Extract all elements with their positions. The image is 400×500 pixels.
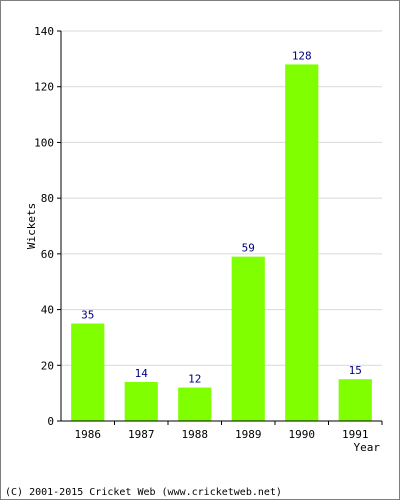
bar-1987 bbox=[124, 382, 158, 421]
axes bbox=[60, 31, 382, 422]
x-tick-label: 1988 bbox=[182, 428, 209, 441]
copyright-footer: (C) 2001-2015 Cricket Web (www.cricketwe… bbox=[5, 487, 282, 498]
y-tick-label: 80 bbox=[41, 192, 54, 205]
data-label: 35 bbox=[81, 309, 94, 322]
y-tick-label: 140 bbox=[34, 25, 54, 38]
x-tick-label: 1991 bbox=[342, 428, 369, 441]
y-tick-label: 20 bbox=[41, 359, 54, 372]
x-axis-title: Year bbox=[354, 441, 381, 454]
y-tick-labels: 0 20 40 60 80 100 120 140 bbox=[34, 25, 61, 428]
bars bbox=[71, 64, 372, 421]
data-label: 15 bbox=[349, 364, 362, 377]
x-tick-label: 1987 bbox=[128, 428, 155, 441]
data-label: 12 bbox=[188, 373, 201, 386]
y-tick-label: 40 bbox=[41, 304, 54, 317]
data-label: 59 bbox=[242, 242, 255, 255]
bar-1988 bbox=[178, 387, 212, 421]
bar-1990 bbox=[285, 64, 319, 421]
data-labels: 35 14 12 59 128 15 bbox=[81, 49, 362, 385]
y-tick-label: 0 bbox=[47, 415, 54, 428]
bar-1991 bbox=[338, 379, 372, 421]
x-tick-label: 1989 bbox=[235, 428, 262, 441]
x-tick-label: 1986 bbox=[75, 428, 102, 441]
data-label: 14 bbox=[135, 367, 149, 380]
data-label: 128 bbox=[292, 49, 312, 62]
bar-1986 bbox=[71, 323, 105, 421]
grid-lines bbox=[61, 30, 382, 366]
y-tick-label: 60 bbox=[41, 248, 54, 261]
x-tick-labels: 1986 1987 1988 1989 1990 1991 bbox=[75, 421, 383, 441]
x-tick-label: 1990 bbox=[289, 428, 316, 441]
bar-1989 bbox=[231, 256, 265, 421]
y-axis-title: Wickets bbox=[25, 203, 38, 249]
y-tick-label: 120 bbox=[34, 81, 54, 94]
y-tick-label: 100 bbox=[34, 136, 54, 149]
